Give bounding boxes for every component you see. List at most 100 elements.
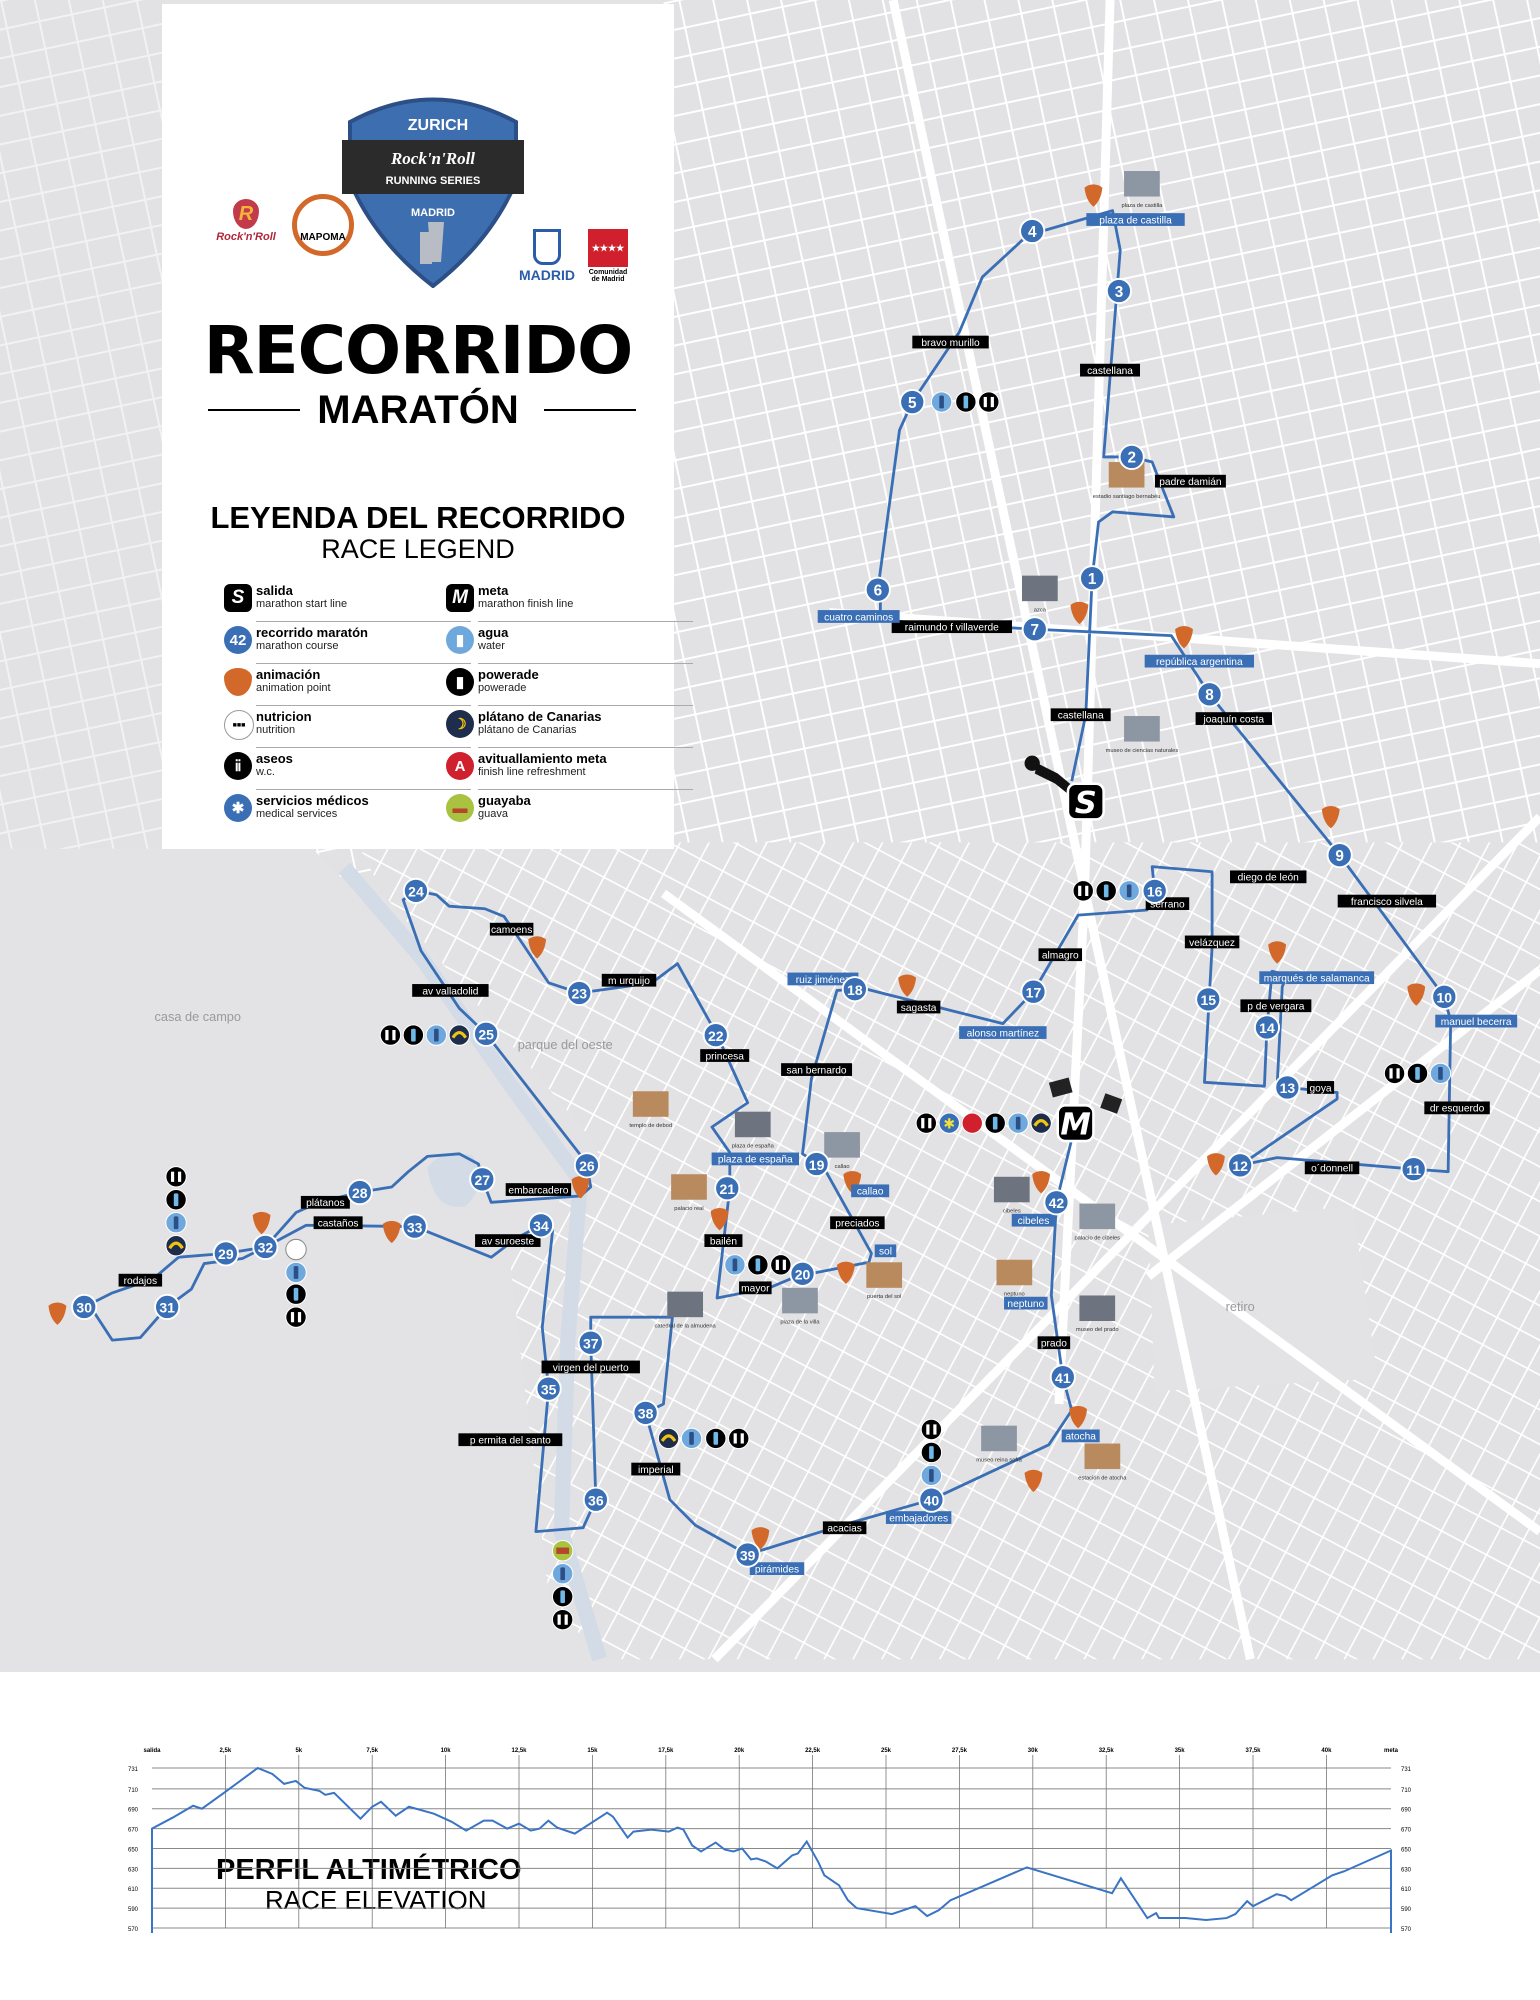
landmark[interactable]: museo del prado [1076,1295,1119,1333]
toilets-icon[interactable] [920,1418,943,1441]
km-marker-25[interactable]: 25 [473,1020,500,1047]
landmark[interactable]: cibeles [993,1176,1030,1215]
toilets-icon[interactable] [285,1306,307,1328]
km-marker-1[interactable]: 1 [1079,565,1106,592]
banana-icon[interactable] [448,1024,471,1046]
landmark[interactable]: palacio real [671,1174,707,1212]
animation-point-icon[interactable] [1084,184,1103,207]
km-marker-21[interactable]: 21 [714,1175,741,1202]
km-marker-11[interactable]: 11 [1400,1156,1427,1183]
km-marker-31[interactable]: 31 [154,1293,181,1321]
landmark[interactable]: catedral de la almudena [655,1291,717,1330]
toilets-icon[interactable] [1072,880,1094,902]
animation-point-icon[interactable] [252,1211,271,1235]
km-marker-3[interactable]: 3 [1105,277,1133,305]
animation-point-icon[interactable] [1206,1153,1225,1176]
km-marker-12[interactable]: 12 [1227,1152,1254,1179]
km-marker-14[interactable]: 14 [1253,1014,1281,1041]
finish-marker[interactable]: M [1048,1077,1123,1143]
animation-point-icon[interactable] [1268,941,1287,964]
toilets-icon[interactable] [915,1112,938,1134]
km-marker-34[interactable]: 34 [527,1212,555,1239]
km-marker-4[interactable]: 4 [1019,217,1046,245]
km-marker-7[interactable]: 7 [1021,616,1048,643]
km-marker-20[interactable]: 20 [789,1260,816,1287]
km-marker-39[interactable]: 39 [734,1541,761,1568]
route-map[interactable]: casa de campo parque del oeste retiro ✱ pl… [0,0,1540,1672]
km-marker-23[interactable]: 23 [566,979,593,1007]
km-marker-10[interactable]: 10 [1431,983,1458,1010]
km-marker-36[interactable]: 36 [582,1486,609,1513]
toilets-icon[interactable] [379,1024,402,1046]
toilets-icon[interactable] [728,1427,750,1450]
nutrition-icon[interactable] [285,1238,307,1261]
km-marker-41[interactable]: 41 [1049,1364,1076,1391]
landmark[interactable]: museo reina sofía [976,1425,1023,1464]
landmark-label: museo de ciencias naturales [1106,748,1179,754]
landmark[interactable]: puerta del sol [866,1262,903,1300]
km-marker-27[interactable]: 27 [469,1166,496,1193]
km-marker-40[interactable]: 40 [918,1486,945,1513]
km-marker-32[interactable]: 32 [252,1233,279,1261]
km-marker-38[interactable]: 38 [632,1399,659,1426]
km-marker-35[interactable]: 35 [535,1375,562,1402]
animation-point-icon[interactable] [710,1208,729,1231]
km-marker-15[interactable]: 15 [1195,986,1222,1013]
km-marker-19[interactable]: 19 [803,1150,830,1178]
toilets-icon[interactable] [1383,1062,1406,1085]
landmark[interactable]: neptuno [996,1259,1033,1298]
animation-point-icon[interactable] [836,1261,855,1284]
animation-point-icon[interactable] [48,1302,67,1325]
start-marker[interactable]: S [1024,755,1105,821]
animation-point-icon[interactable] [1407,983,1426,1006]
animation-point-icon[interactable] [751,1527,770,1550]
km-marker-26[interactable]: 26 [573,1152,600,1179]
km-marker-16[interactable]: 16 [1141,877,1168,904]
km-marker-30[interactable]: 30 [71,1293,98,1321]
animation-point-icon[interactable] [528,936,547,959]
animation-point-icon[interactable] [898,974,917,997]
km-marker-6[interactable]: 6 [864,576,891,603]
landmark[interactable]: plaza de la villa [780,1287,820,1326]
km-marker-2[interactable]: 2 [1118,443,1145,471]
finish-refreshment-icon[interactable] [961,1112,983,1134]
toilets-icon[interactable] [770,1254,792,1276]
landmark[interactable]: museo de ciencias naturales [1106,716,1179,754]
animation-point-icon[interactable] [1024,1469,1043,1493]
km-marker-13[interactable]: 13 [1274,1074,1301,1101]
landmark[interactable]: callao [824,1132,860,1170]
landmark[interactable]: palacio de cibeles [1074,1203,1120,1242]
toilets-icon[interactable] [978,391,1000,413]
landmark[interactable]: estación de atocha [1078,1443,1127,1482]
medical-icon[interactable] [938,1112,960,1134]
km-marker-circle [402,877,430,904]
animation-point-icon[interactable] [1070,601,1089,625]
km-marker-9[interactable]: 9 [1326,842,1353,869]
animation-point-icon[interactable] [571,1176,590,1199]
toilets-icon[interactable] [551,1608,574,1631]
km-marker-17[interactable]: 17 [1020,978,1047,1005]
km-marker-37[interactable]: 37 [577,1329,604,1356]
animation-point-icon[interactable] [1069,1405,1088,1429]
banana-icon[interactable] [657,1427,680,1450]
km-marker-22[interactable]: 22 [702,1022,729,1049]
animation-point-icon[interactable] [1175,626,1193,649]
animation-point-icon[interactable] [382,1220,401,1244]
km-marker-29[interactable]: 29 [212,1240,239,1267]
km-marker-24[interactable]: 24 [402,877,430,904]
landmark[interactable]: templo de debod [629,1091,672,1129]
landmark[interactable]: plaza de españa [732,1111,775,1150]
km-marker-18[interactable]: 18 [841,976,868,1003]
animation-point-icon[interactable] [1032,1171,1051,1194]
animation-point-icon[interactable] [1321,806,1340,829]
km-marker-28[interactable]: 28 [346,1179,373,1206]
km-marker-33[interactable]: 33 [401,1213,428,1240]
km-marker-8[interactable]: 8 [1196,681,1223,708]
banana-icon[interactable] [1030,1112,1052,1134]
banana-icon[interactable] [165,1234,187,1257]
landmark[interactable]: azca [1021,575,1058,614]
toilets-icon[interactable] [165,1166,187,1188]
landmark[interactable]: plaza de castilla [1122,171,1164,209]
km-marker-5[interactable]: 5 [899,388,926,416]
km-marker-42[interactable]: 42 [1043,1189,1070,1216]
